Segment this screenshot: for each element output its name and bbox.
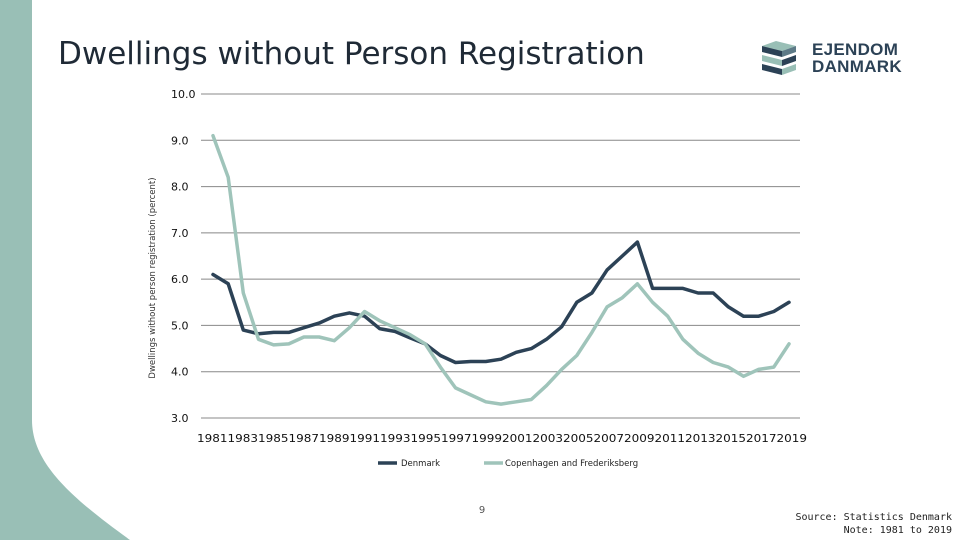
source-text: Source: Statistics Denmark <box>795 512 952 523</box>
note-text: Note: 1981 to 2019 <box>843 525 952 536</box>
x-tick-label: 1987 <box>289 432 320 445</box>
logo-line-2: DANMARK <box>812 57 902 76</box>
y-tick-label: 5.0 <box>171 319 189 332</box>
logo-line-1: EJENDOM <box>812 40 899 59</box>
x-tick-label: 2019 <box>777 432 808 445</box>
x-tick-label: 1995 <box>411 432 442 445</box>
x-tick-label: 1983 <box>228 432 259 445</box>
x-tick-label: 1999 <box>472 432 503 445</box>
chart-legend: Denmark Copenhagen and Frederiksberg <box>378 459 638 469</box>
x-tick-label: 2007 <box>594 432 625 445</box>
y-tick-label: 7.0 <box>171 227 189 240</box>
x-tick-label: 1993 <box>380 432 411 445</box>
page-number: 9 <box>478 505 486 516</box>
source-note: Source: Statistics Denmark Note: 1981 to… <box>795 511 952 537</box>
slide-title: Dwellings without Person Registration <box>58 36 645 72</box>
x-tick-label: 2005 <box>563 432 594 445</box>
x-tick-label: 1981 <box>197 432 228 445</box>
x-tick-label: 2015 <box>716 432 747 445</box>
y-axis-ticks: 3.0 4.0 5.0 6.0 7.0 8.0 9.0 10.0 <box>171 88 196 425</box>
x-tick-label: 1989 <box>319 432 350 445</box>
x-tick-label: 2011 <box>655 432 686 445</box>
series-line-denmark <box>211 240 791 365</box>
x-tick-label: 2013 <box>685 432 716 445</box>
company-logo-text: EJENDOM DANMARK <box>812 41 922 75</box>
x-tick-label: 2001 <box>502 432 533 445</box>
company-logo-icon <box>762 41 796 75</box>
x-tick-label: 2003 <box>533 432 564 445</box>
x-tick-label: 2017 <box>746 432 777 445</box>
y-tick-label: 4.0 <box>171 366 189 379</box>
x-tick-label: 1997 <box>441 432 472 445</box>
y-tick-label: 9.0 <box>171 134 189 147</box>
x-tick-label: 1985 <box>258 432 289 445</box>
x-tick-label: 2009 <box>624 432 655 445</box>
chart-grid <box>201 93 800 419</box>
y-tick-label: 10.0 <box>171 88 196 101</box>
legend-label: Denmark <box>401 459 440 469</box>
legend-label: Copenhagen and Frederiksberg <box>505 459 638 469</box>
y-axis-label: Dwellings without person registration (p… <box>148 177 158 378</box>
chart-series <box>211 133 791 406</box>
y-tick-label: 8.0 <box>171 181 189 194</box>
y-tick-label: 3.0 <box>171 412 189 425</box>
x-axis-ticks: 1981 1983 1985 1987 1989 1991 1993 1995 1997 1999… <box>197 432 807 445</box>
series-line-copenhagen <box>211 133 791 406</box>
y-tick-label: 6.0 <box>171 273 189 286</box>
x-tick-label: 1991 <box>350 432 381 445</box>
